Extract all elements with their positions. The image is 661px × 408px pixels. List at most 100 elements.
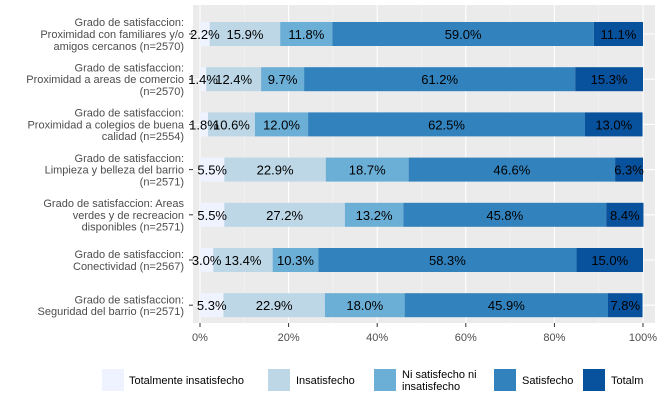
- bar-value-label: 9.7%: [268, 72, 298, 87]
- bar-segment: [200, 157, 225, 182]
- bar-segment: [593, 22, 643, 46]
- legend-key: [583, 369, 605, 391]
- x-tick-label: 40%: [366, 332, 388, 344]
- bar-value-label: 13.2%: [356, 208, 393, 223]
- legend-key: [494, 369, 516, 391]
- category-label: Grado de satisfaccion:: [75, 153, 184, 165]
- category-label: Proximidad con familiares y/o: [40, 29, 184, 41]
- category-label: Grado de satisfaccion: Areas: [43, 198, 184, 210]
- bar-value-label: 6.3%: [614, 163, 644, 178]
- bar-segment: [403, 202, 607, 227]
- bar-segment: [200, 112, 208, 137]
- bar-segment: [304, 67, 576, 92]
- category-labels: Grado de satisfaccion:Proximidad con fam…: [26, 17, 193, 318]
- bar-value-label: 18.7%: [349, 163, 386, 178]
- category-label: Proximidad a areas de comercio: [26, 74, 184, 86]
- bar-segment: [324, 293, 405, 318]
- legend-key: [374, 369, 396, 391]
- legend-label: Ni satisfecho ni: [402, 369, 477, 381]
- bar-value-label: 8.4%: [610, 208, 640, 223]
- legend-key: [102, 369, 124, 391]
- bar-value-label: 10.6%: [213, 117, 250, 132]
- category-label: calidad (n=2554): [102, 131, 184, 143]
- bar-value-label: 15.3%: [591, 72, 628, 87]
- bar-value-label: 2.2%: [190, 27, 220, 42]
- bar-value-label: 61.2%: [421, 72, 458, 87]
- bar-segment: [606, 202, 644, 227]
- bar-value-label: 3.0%: [192, 253, 222, 268]
- bar-segment: [344, 202, 404, 227]
- bar-value-label: 59.0%: [445, 27, 482, 42]
- bar-value-label: 13.4%: [225, 253, 262, 268]
- category-label: disponibles (n=2571): [82, 222, 184, 234]
- bar-value-label: 46.6%: [493, 163, 530, 178]
- bar-segment: [200, 22, 210, 46]
- category-label: Proximidad a colegios de buena: [27, 119, 184, 131]
- bar-labels: 2.2% 15.9% 11.8% 59.0% 11.1% 1.4%12.4% 9.7% 61.…: [188, 27, 644, 313]
- legend-key: [268, 369, 290, 391]
- bar-value-label: 22.9%: [257, 163, 294, 178]
- bar-segment: [575, 67, 643, 92]
- bar-value-label: 45.9%: [488, 298, 525, 313]
- bar-segment: [200, 293, 224, 318]
- bar-segment: [408, 157, 616, 182]
- x-tick-label: 100%: [629, 332, 657, 344]
- bar-segment: [207, 112, 255, 137]
- bar-segment: [261, 67, 305, 92]
- bar-value-label: 1.8%: [189, 117, 219, 132]
- x-tick-label: 80%: [543, 332, 565, 344]
- legend: Totalmente insatisfecho Insatisfecho Ni sa…: [102, 369, 643, 393]
- category-label: Grado de satisfaccion:: [75, 108, 184, 120]
- bars: [200, 22, 644, 318]
- category-label: Grado de satisfaccion:: [75, 62, 184, 74]
- bar-segment: [280, 22, 333, 46]
- bar-segment: [206, 67, 262, 92]
- legend-label: Totalm: [611, 375, 643, 387]
- x-tick-label: 60%: [455, 332, 477, 344]
- bar-value-label: 10.3%: [277, 253, 314, 268]
- x-tick-label: 0%: [192, 332, 208, 344]
- legend-label: Insatisfecho: [296, 375, 355, 387]
- bar-segment: [404, 293, 609, 318]
- bar-segment: [272, 248, 319, 272]
- bar-segment: [576, 248, 643, 272]
- bar-value-label: 1.4%: [188, 72, 218, 87]
- bar-segment: [223, 293, 325, 318]
- bar-value-label: 5.5%: [197, 163, 227, 178]
- bar-value-label: 58.3%: [429, 253, 466, 268]
- category-label: Grado de satisfaccion:: [75, 294, 184, 306]
- bar-segment: [332, 22, 594, 46]
- category-label: Limpieza y belleza del barrio: [45, 165, 184, 177]
- bar-value-label: 12.0%: [263, 117, 300, 132]
- category-label: amigos cercanos (n=2570): [53, 41, 184, 53]
- bar-value-label: 13.0%: [595, 117, 632, 132]
- bar-segment: [318, 248, 577, 272]
- x-axis-ticks: 0% 20% 40% 60% 80% 100%: [192, 323, 657, 344]
- bar-value-label: 45.8%: [486, 208, 523, 223]
- bar-segment: [224, 202, 345, 227]
- bar-value-label: 27.2%: [266, 208, 303, 223]
- bar-segment: [608, 293, 643, 318]
- bar-value-label: 62.5%: [428, 117, 465, 132]
- bar-value-label: 11.8%: [288, 27, 324, 42]
- category-label: Grado de satisfaccion:: [75, 249, 184, 261]
- bar-segment: [200, 202, 225, 227]
- category-label: Conectividad (n=2567): [73, 261, 184, 273]
- bar-segment: [254, 112, 309, 137]
- x-tick-label: 20%: [278, 332, 300, 344]
- legend-label: Satisfecho: [522, 375, 573, 387]
- category-label: (n=2570): [140, 86, 184, 98]
- bar-value-label: 22.9%: [256, 298, 293, 313]
- bar-value-label: 12.4%: [215, 72, 252, 87]
- bar-segment: [308, 112, 585, 137]
- bar-segment: [584, 112, 643, 137]
- bar-value-label: 15.0%: [591, 253, 628, 268]
- category-label: Grado de satisfaccion:: [75, 17, 184, 29]
- bar-segment: [224, 157, 326, 182]
- bar-segment: [209, 22, 281, 46]
- bar-segment: [325, 157, 409, 182]
- bar-value-label: 15.9%: [227, 27, 264, 42]
- bar-segment: [615, 157, 643, 182]
- category-label: verdes y de recreacion: [73, 210, 184, 222]
